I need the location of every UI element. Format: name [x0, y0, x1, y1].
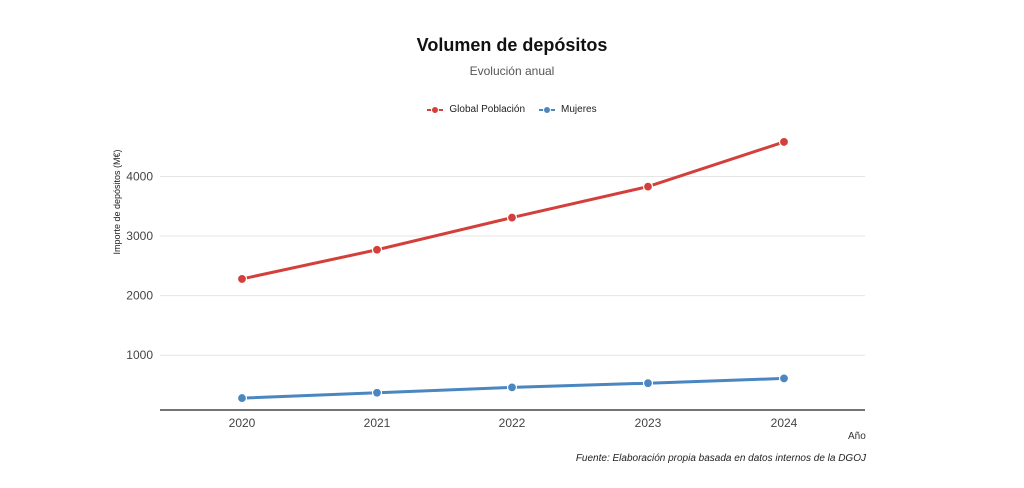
legend-swatch-global-poblacion [427, 105, 444, 114]
source-note: Fuente: Elaboración propia basada en dat… [575, 453, 866, 464]
data-point-global-poblaci-n-2020 [236, 273, 248, 285]
legend-label-global-poblacion: Global Población [449, 104, 526, 115]
data-point-mujeres-2022 [506, 382, 518, 393]
x-tick-label-2024: 2024 [771, 416, 798, 430]
x-tick-label-2021: 2021 [364, 416, 391, 430]
data-point-mujeres-2024 [778, 373, 790, 384]
chart-legend: Global Población Mujeres [0, 104, 1024, 115]
y-tick-label-3000: 3000 [126, 229, 153, 243]
legend-item-mujeres[interactable]: Mujeres [539, 104, 597, 115]
series-line-global-poblaci-n [240, 140, 786, 281]
data-point-mujeres-2020 [236, 392, 248, 404]
data-point-global-poblaci-n-2021 [371, 244, 383, 255]
chart-subtitle: Evolución anual [469, 64, 555, 78]
y-tick-label-1000: 1000 [126, 348, 153, 362]
x-axis-label: Año [848, 431, 866, 442]
x-tick-label-2023: 2023 [635, 416, 662, 430]
y-tick-label-2000: 2000 [126, 289, 153, 303]
data-point-global-poblaci-n-2023 [642, 181, 654, 192]
x-tick-label-2022: 2022 [499, 416, 526, 430]
legend-item-global-poblacion[interactable]: Global Población [427, 104, 525, 115]
data-point-mujeres-2021 [371, 387, 383, 398]
legend-label-mujeres: Mujeres [561, 104, 597, 115]
legend-swatch-mujeres [539, 105, 556, 114]
chart-title: Volumen de depósitos [416, 35, 608, 55]
x-tick-label-2020: 2020 [229, 416, 256, 430]
data-point-mujeres-2023 [642, 378, 654, 389]
data-point-global-poblaci-n-2022 [506, 212, 518, 223]
y-tick-label-4000: 4000 [126, 169, 153, 183]
data-point-global-poblaci-n-2024 [778, 136, 790, 148]
